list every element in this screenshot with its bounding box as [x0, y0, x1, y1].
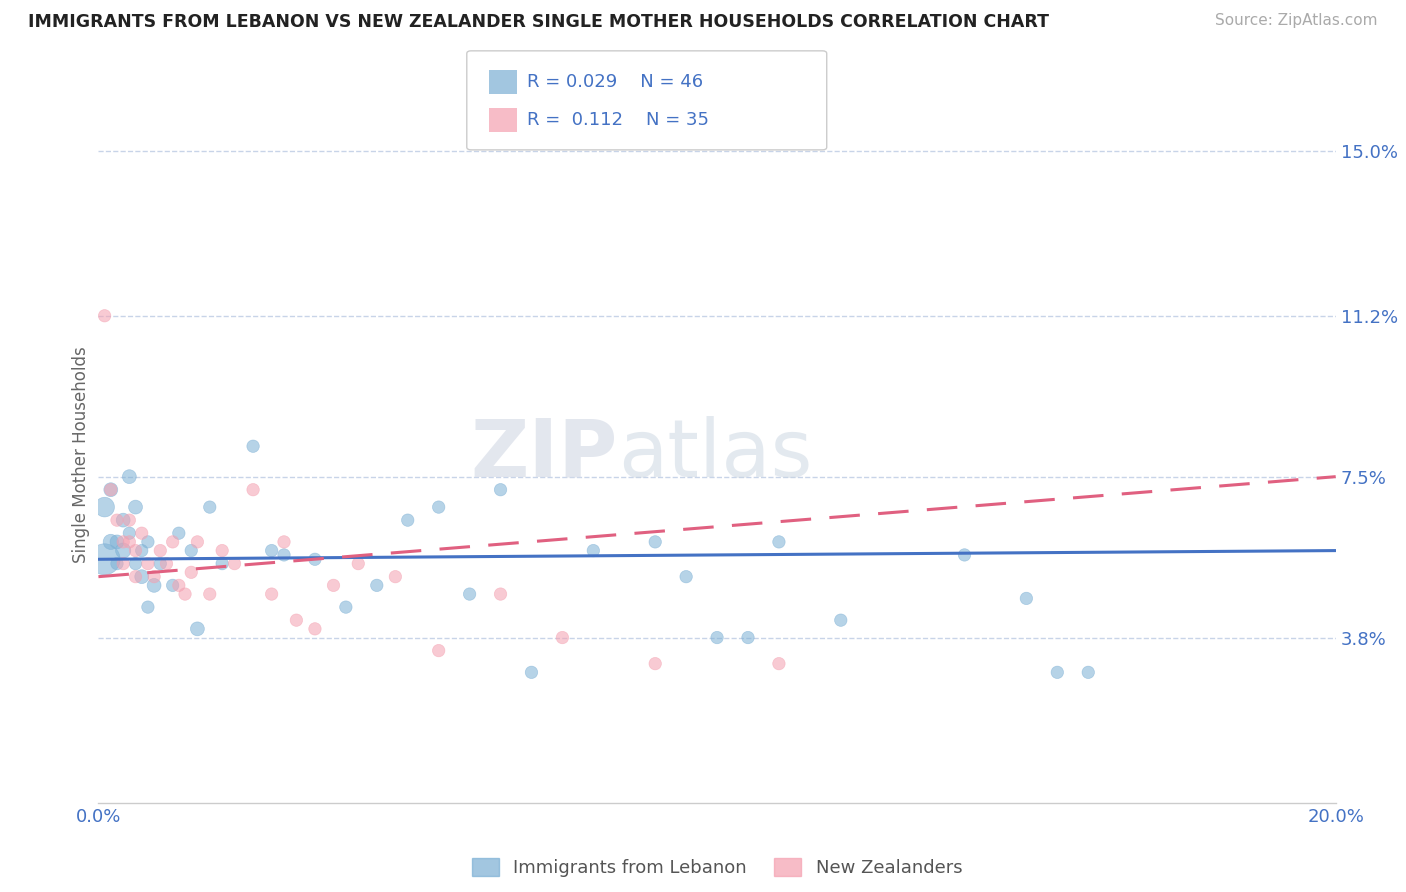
Text: R =  0.112    N = 35: R = 0.112 N = 35: [527, 112, 709, 129]
Point: [458, 587, 481, 601]
Point: [131, 543, 153, 558]
Point: [124, 543, 146, 558]
Point: [100, 483, 122, 497]
Point: [180, 543, 202, 558]
Point: [124, 570, 146, 584]
Point: [242, 439, 264, 453]
Y-axis label: Single Mother Households: Single Mother Households: [72, 347, 90, 563]
Point: [347, 557, 370, 571]
Point: [768, 657, 790, 671]
Point: [100, 483, 122, 497]
Point: [167, 526, 190, 541]
Point: [706, 631, 728, 645]
Point: [105, 557, 128, 571]
Point: [155, 557, 177, 571]
Point: [112, 557, 135, 571]
Point: [366, 578, 388, 592]
Point: [737, 631, 759, 645]
Point: [124, 500, 146, 514]
Point: [1015, 591, 1038, 606]
Point: [260, 587, 283, 601]
Point: [211, 557, 233, 571]
Point: [112, 513, 135, 527]
Point: [335, 600, 357, 615]
Point: [186, 622, 208, 636]
Point: [149, 557, 172, 571]
Point: [124, 557, 146, 571]
Point: [953, 548, 976, 562]
Point: [489, 483, 512, 497]
Point: [273, 535, 295, 549]
Point: [93, 552, 115, 566]
Point: [162, 535, 184, 549]
Point: [136, 600, 159, 615]
Point: [644, 657, 666, 671]
Point: [100, 535, 122, 549]
Point: [384, 570, 406, 584]
Point: [198, 587, 221, 601]
Point: [93, 500, 115, 514]
Point: [136, 535, 159, 549]
Text: R = 0.029    N = 46: R = 0.029 N = 46: [527, 73, 703, 91]
Point: [211, 543, 233, 558]
Point: [174, 587, 197, 601]
Point: [427, 643, 450, 657]
Point: [273, 548, 295, 562]
Point: [427, 500, 450, 514]
Point: [180, 566, 202, 580]
Point: [105, 513, 128, 527]
Point: [260, 543, 283, 558]
Point: [143, 570, 166, 584]
Point: [131, 570, 153, 584]
Point: [396, 513, 419, 527]
Point: [304, 552, 326, 566]
Point: [582, 543, 605, 558]
Point: [112, 535, 135, 549]
Point: [118, 535, 141, 549]
Point: [489, 587, 512, 601]
Point: [131, 526, 153, 541]
Point: [105, 535, 128, 549]
Legend: Immigrants from Lebanon, New Zealanders: Immigrants from Lebanon, New Zealanders: [464, 850, 970, 884]
Point: [768, 535, 790, 549]
Point: [136, 557, 159, 571]
Point: [644, 535, 666, 549]
Text: atlas: atlas: [619, 416, 813, 494]
Point: [149, 543, 172, 558]
Point: [675, 570, 697, 584]
Point: [186, 535, 208, 549]
Point: [304, 622, 326, 636]
Point: [520, 665, 543, 680]
Point: [143, 578, 166, 592]
Point: [242, 483, 264, 497]
Text: ZIP: ZIP: [471, 416, 619, 494]
Point: [322, 578, 344, 592]
Point: [1046, 665, 1069, 680]
Point: [830, 613, 852, 627]
Point: [118, 513, 141, 527]
Point: [118, 526, 141, 541]
Point: [551, 631, 574, 645]
Point: [112, 543, 135, 558]
Point: [118, 469, 141, 483]
Point: [1077, 665, 1099, 680]
Point: [93, 309, 115, 323]
Point: [285, 613, 308, 627]
Text: Source: ZipAtlas.com: Source: ZipAtlas.com: [1215, 13, 1378, 29]
Point: [224, 557, 246, 571]
Point: [198, 500, 221, 514]
Point: [167, 578, 190, 592]
Point: [162, 578, 184, 592]
Text: IMMIGRANTS FROM LEBANON VS NEW ZEALANDER SINGLE MOTHER HOUSEHOLDS CORRELATION CH: IMMIGRANTS FROM LEBANON VS NEW ZEALANDER…: [28, 13, 1049, 31]
